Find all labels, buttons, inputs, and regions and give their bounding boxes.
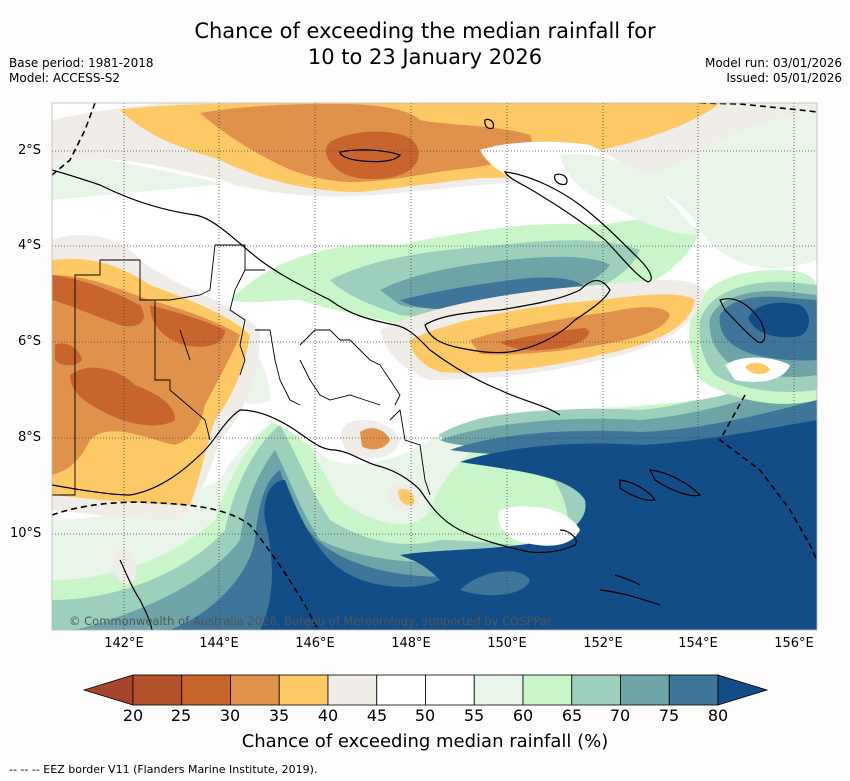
coast-new-guinea-north xyxy=(52,169,561,416)
title-line-1: Chance of exceeding the median rainfall … xyxy=(194,19,656,43)
map-frame xyxy=(51,102,818,631)
base-period: Base period: 1981-2018 xyxy=(9,56,154,70)
colorbar-segment xyxy=(425,674,475,706)
colorbar-segments xyxy=(132,674,719,706)
region-yellow-south-small xyxy=(398,488,415,506)
colorbar-segment xyxy=(620,674,670,706)
region-blue-north xyxy=(400,277,585,310)
colorbar-tick-65: 65 xyxy=(561,706,583,725)
colorbar-upper-extend xyxy=(717,674,769,706)
eez-southwest xyxy=(52,501,319,630)
issued-date: Issued: 05/01/2026 xyxy=(726,71,842,85)
colorbar-tick-45: 45 xyxy=(366,706,388,725)
region-light-green-north-2 xyxy=(560,154,700,235)
colorbar-title: Chance of exceeding median rainfall (%) xyxy=(241,731,609,752)
lat-label-4s: 4°S xyxy=(18,238,42,253)
coast-bougainville xyxy=(719,298,766,344)
colorbar-segment xyxy=(571,674,621,706)
eez-southeast xyxy=(718,394,817,561)
coastlines xyxy=(52,118,766,630)
region-dark-orange-west-3 xyxy=(70,367,175,426)
coast-louisiade xyxy=(599,574,661,606)
eez-west xyxy=(52,103,96,176)
lon-label-154e: 154°E xyxy=(678,636,718,651)
rainfall-map xyxy=(52,103,817,630)
colorbar-tick-75: 75 xyxy=(658,706,680,725)
meta-left: Base period: 1981-2018 Model: ACCESS-S2 xyxy=(9,56,154,86)
copyright-credit: © Commonwealth of Australia 2026, Bureau… xyxy=(69,614,554,628)
colorbar-tick-30: 30 xyxy=(219,706,241,725)
coast-solomon-1 xyxy=(619,479,656,501)
lon-label-148e: 148°E xyxy=(391,636,431,651)
region-yellow-east-small xyxy=(745,362,770,375)
region-dark-orange-north xyxy=(325,131,419,180)
eez-legend-note: -- -- -- EEZ border V11 (Flanders Marine… xyxy=(9,763,318,776)
colorbar-segment xyxy=(668,674,719,706)
lat-label-10s: 10°S xyxy=(10,526,42,541)
colorbar-lower-extend xyxy=(82,674,134,706)
region-dark-orange-central xyxy=(500,328,589,351)
region-orange-central-small xyxy=(360,428,390,450)
meta-right: Model run: 03/01/2026 Issued: 05/01/2026 xyxy=(705,56,842,86)
lat-label-8s: 8°S xyxy=(18,430,42,445)
colorbar-segment xyxy=(278,674,329,706)
eez-borders xyxy=(52,103,817,630)
lat-label-2s: 2°S xyxy=(18,143,42,158)
colorbar-tick-35: 35 xyxy=(268,706,290,725)
colorbar-tick-55: 55 xyxy=(463,706,485,725)
colorbar-tick-40: 40 xyxy=(317,706,339,725)
model-name: Model: ACCESS-S2 xyxy=(9,71,121,85)
lon-label-150e: 150°E xyxy=(487,636,527,651)
region-dark-orange-west-2 xyxy=(150,305,225,347)
colorbar-tick-60: 60 xyxy=(512,706,534,725)
colorbar-segment xyxy=(473,674,524,706)
coast-manus xyxy=(339,149,401,163)
region-dark-blue-south xyxy=(260,420,817,630)
colorbar-segment xyxy=(181,674,231,706)
region-grey-west-south xyxy=(112,549,137,585)
colorbar-segment xyxy=(132,674,183,706)
lon-label-144e: 144°E xyxy=(199,636,239,651)
provincial-borders xyxy=(52,244,431,496)
colorbar-segment xyxy=(376,674,426,706)
colorbar-tick-20: 20 xyxy=(122,706,144,725)
colorbar xyxy=(82,674,769,706)
region-white-south-patch xyxy=(498,506,580,546)
coast-new-ireland xyxy=(503,171,652,283)
coast-new-guinea-south xyxy=(52,409,577,554)
lat-label-6s: 6°S xyxy=(18,334,42,349)
lon-label-146e: 146°E xyxy=(295,636,335,651)
title-line-2: 10 to 23 January 2026 xyxy=(307,45,543,69)
coast-solomon-2 xyxy=(648,469,702,497)
colorbar-segment xyxy=(327,674,378,706)
figure-title: Chance of exceeding the median rainfall … xyxy=(0,18,850,70)
coast-new-britain xyxy=(424,280,611,354)
coast-australia-cape xyxy=(119,559,153,630)
coast-bismarck-islands xyxy=(484,118,568,186)
eez-east xyxy=(699,103,817,113)
colorbar-tick-80: 80 xyxy=(707,706,729,725)
colorbar-segment xyxy=(230,674,280,706)
colorbar-segment xyxy=(522,674,573,706)
colorbar-tick-70: 70 xyxy=(609,706,631,725)
colorbar-tick-50: 50 xyxy=(414,706,436,725)
graticule xyxy=(52,103,817,630)
lon-label-156e: 156°E xyxy=(774,636,814,651)
lon-label-152e: 152°E xyxy=(583,636,623,651)
model-run: Model run: 03/01/2026 xyxy=(704,56,842,70)
colorbar-tick-25: 25 xyxy=(170,706,192,725)
lon-label-142e: 142°E xyxy=(104,636,144,651)
region-blue-southwest-notch xyxy=(460,571,530,596)
